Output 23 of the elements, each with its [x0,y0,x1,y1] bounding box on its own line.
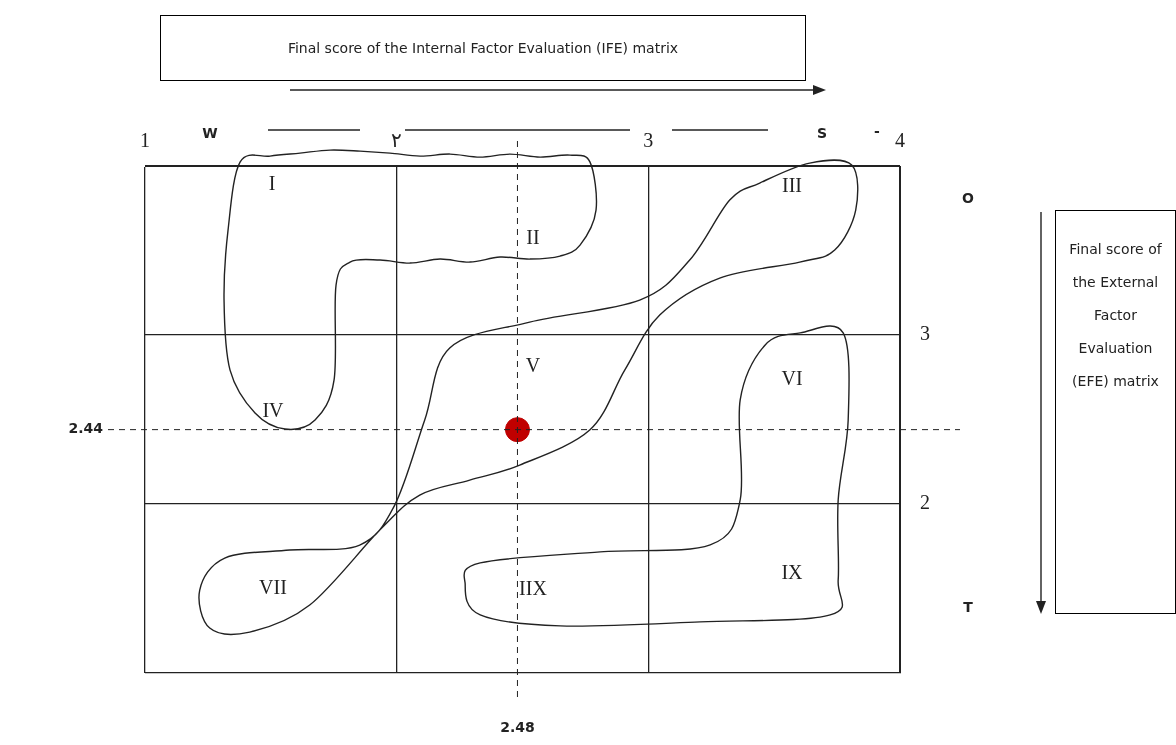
x-tick-label: ٢ [391,129,403,152]
x-tick-label: 3 [643,129,654,152]
x-tick-label: 4 [895,129,905,152]
annotation: V [525,353,541,377]
chart-title: Final score of the Internal Factor Evaluation (IFE) matrix [160,15,806,81]
text: Final score of the External Factor Evaluation (EFE) matrix [1069,241,1162,389]
ref-line-label: 2.48 [500,718,535,735]
ref-line-label: 2.44 [68,420,104,437]
annotation: VII [259,575,287,599]
annotation: III [782,173,802,197]
text: - [874,123,880,139]
annotation: IIX [519,576,547,600]
text: S [816,125,828,141]
annotation: IX [781,560,803,584]
text: W [202,125,218,141]
text: T [963,599,973,615]
annotation: II [526,225,540,249]
x-tick-label: 1 [140,129,150,152]
text: O [962,190,974,206]
annotation: I [268,171,276,195]
annotation: IV [262,398,284,422]
annotation: VI [781,366,803,390]
y-tick-label: 2 [920,491,930,514]
